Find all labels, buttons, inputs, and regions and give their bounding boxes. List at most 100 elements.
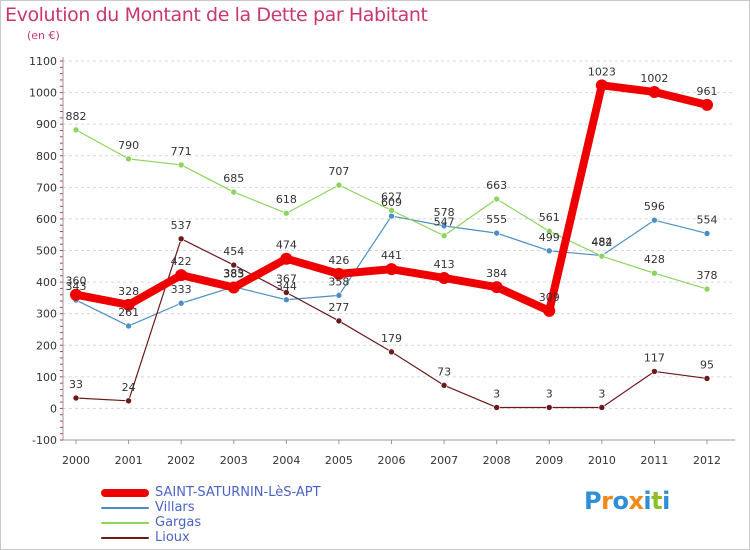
data-label: 360 — [66, 275, 87, 288]
data-point — [651, 216, 658, 224]
x-tick-label: 2010 — [588, 454, 616, 467]
x-tick-label: 2008 — [483, 454, 511, 467]
data-label: 609 — [381, 196, 402, 209]
data-point — [440, 382, 448, 389]
data-point — [230, 188, 238, 196]
data-point — [335, 292, 343, 299]
data-point — [388, 207, 395, 214]
data-label: 771 — [171, 145, 192, 158]
data-point — [332, 267, 345, 280]
data-point — [545, 227, 553, 235]
legend-label: SAINT-SATURNIN-LèS-APT — [155, 485, 321, 500]
data-point — [227, 281, 240, 294]
data-label: 627 — [381, 190, 402, 203]
data-label: 554 — [697, 213, 718, 226]
data-label: 441 — [381, 249, 402, 262]
y-tick-label: 600 — [36, 213, 57, 226]
data-point — [598, 252, 606, 260]
data-point — [598, 404, 606, 411]
x-tick-label: 2006 — [378, 454, 406, 467]
x-tick-label: 2012 — [693, 454, 721, 467]
data-point — [283, 209, 290, 217]
data-label: 1002 — [640, 72, 668, 85]
data-point — [490, 281, 503, 294]
data-label: 3 — [493, 387, 500, 400]
data-label: 277 — [328, 301, 349, 314]
data-point — [125, 322, 132, 330]
data-point — [72, 126, 80, 134]
data-point — [651, 269, 658, 277]
data-label: 426 — [328, 254, 349, 267]
x-tick-label: 2002 — [167, 454, 195, 467]
data-point — [440, 222, 448, 230]
x-tick-label: 2011 — [640, 454, 668, 467]
data-point — [335, 317, 343, 325]
data-label: 378 — [697, 269, 718, 282]
data-label: 344 — [276, 280, 297, 293]
legend-swatch — [101, 488, 149, 497]
data-label: 95 — [700, 358, 714, 371]
legend-label: Gargas — [155, 515, 202, 530]
y-tick-label: 300 — [36, 308, 57, 321]
data-point — [125, 397, 132, 405]
data-point — [122, 298, 135, 311]
data-label: 882 — [66, 110, 87, 123]
y-tick-label: 500 — [36, 245, 57, 258]
data-label: 261 — [118, 306, 139, 319]
y-tick-label: 900 — [36, 118, 57, 131]
x-tick-label: 2005 — [325, 454, 353, 467]
data-label: 343 — [66, 280, 87, 293]
data-label: 685 — [223, 172, 244, 185]
data-label: 179 — [381, 332, 402, 345]
x-tick-label: 2009 — [535, 454, 563, 467]
data-point — [283, 289, 290, 296]
y-tick-label: 100 — [36, 371, 57, 384]
y-tick-label: 700 — [36, 181, 57, 194]
data-label: 385 — [223, 267, 244, 280]
data-label: 474 — [276, 239, 297, 252]
data-label: 24 — [122, 381, 136, 394]
legend-swatch — [101, 536, 149, 539]
y-tick-label: 800 — [36, 150, 57, 163]
data-point — [70, 288, 82, 301]
legend-swatch — [101, 521, 149, 524]
data-label: 537 — [171, 219, 192, 232]
x-tick-label: 2004 — [272, 454, 300, 467]
data-point — [385, 263, 398, 276]
data-label: 484 — [591, 236, 612, 249]
data-label: 596 — [644, 200, 665, 213]
data-label: 422 — [171, 255, 192, 268]
legend-item: Lioux — [101, 530, 321, 545]
data-point — [280, 252, 293, 265]
data-label: 454 — [223, 245, 244, 258]
data-point — [648, 85, 661, 98]
data-label: 663 — [486, 179, 507, 192]
data-point — [703, 230, 711, 237]
data-label: 328 — [118, 285, 139, 298]
x-tick-label: 2000 — [62, 454, 90, 467]
data-label: 309 — [539, 291, 560, 304]
data-point — [335, 181, 343, 189]
data-label: 561 — [539, 211, 560, 224]
data-label: 618 — [276, 193, 297, 206]
data-point — [177, 299, 185, 307]
legend-item: SAINT-SATURNIN-LèS-APT — [101, 485, 321, 500]
data-point — [177, 161, 185, 169]
data-point — [175, 269, 188, 282]
chart-title: Evolution du Montant de la Dette par Hab… — [5, 4, 428, 26]
y-tick-label: 0 — [50, 402, 57, 415]
legend-label: Lioux — [155, 530, 190, 545]
data-point — [177, 235, 185, 243]
data-label: 578 — [434, 206, 455, 219]
data-point — [230, 261, 238, 269]
data-label: 33 — [69, 378, 83, 391]
y-tick-label: 1000 — [29, 87, 57, 100]
data-point — [651, 368, 658, 375]
data-label: 707 — [328, 165, 349, 178]
proxiti-logo: Proxiti — [584, 487, 670, 515]
x-tick-label: 2007 — [430, 454, 458, 467]
data-point — [493, 404, 500, 411]
data-label: 482 — [591, 236, 612, 249]
data-label: 117 — [644, 351, 665, 364]
